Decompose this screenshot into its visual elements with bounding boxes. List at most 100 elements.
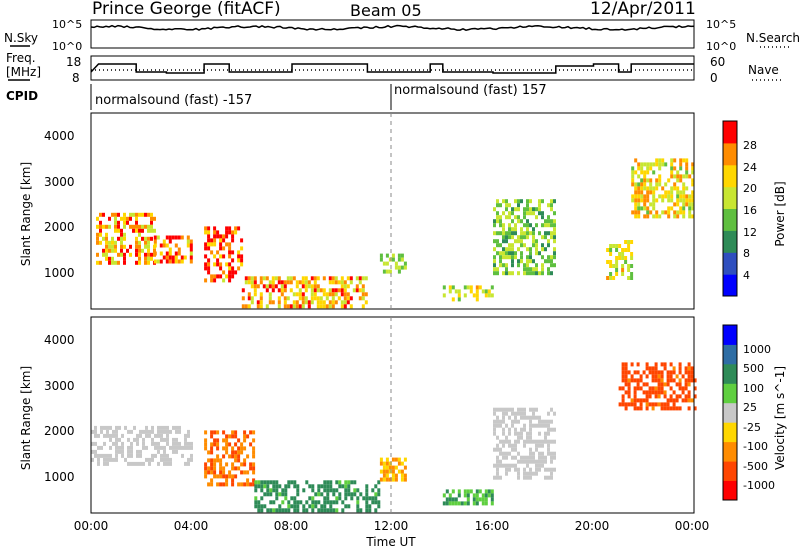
power-echo-cell xyxy=(280,284,284,289)
velocity-echo-cell xyxy=(645,398,649,403)
power-echo-cell xyxy=(550,263,553,268)
velocity-echo-cell xyxy=(166,437,169,442)
velocity-echo-cell xyxy=(154,441,157,446)
power-echo-cell xyxy=(469,285,473,290)
power-echo-cell xyxy=(505,239,508,244)
power-echo-cell xyxy=(138,260,141,265)
power-echo-cell xyxy=(523,271,526,276)
power-echo-cell xyxy=(96,252,99,257)
power-echo-cell xyxy=(322,288,326,293)
power-echo-cell xyxy=(162,255,166,260)
velocity-echo-cell xyxy=(496,435,499,440)
velocity-echo-cell xyxy=(338,492,342,497)
power-echo-cell xyxy=(541,271,544,276)
power-echo-cell xyxy=(114,224,117,229)
velocity-echo-cell xyxy=(207,470,211,475)
velocity-colorbar-swatch xyxy=(723,461,737,481)
power-echo-cell xyxy=(96,260,99,265)
power-echo-cell xyxy=(612,276,616,280)
power-echo-cell xyxy=(289,280,293,285)
power-echo-cell xyxy=(210,274,214,279)
power-echo-cell xyxy=(307,284,311,289)
power-echo-cell xyxy=(493,239,496,244)
velocity-echo-cell xyxy=(505,471,508,476)
power-echo-cell xyxy=(286,296,290,301)
power-echo-cell xyxy=(391,253,395,258)
power-echo-cell xyxy=(679,178,683,183)
velocity-echo-cell xyxy=(388,469,392,474)
velocity-echo-cell xyxy=(225,450,229,455)
power-echo-cell xyxy=(618,256,622,260)
power-echo-cell xyxy=(634,198,638,203)
velocity-echo-cell xyxy=(320,508,324,513)
velocity-echo-cell xyxy=(520,411,523,416)
velocity-echo-cell xyxy=(305,480,309,485)
power-echo-cell xyxy=(652,202,656,207)
velocity-echo-cell xyxy=(278,484,282,489)
power-echo-cell xyxy=(643,174,647,179)
velocity-echo-cell xyxy=(538,463,541,468)
power-echo-cell xyxy=(688,214,692,219)
velocity-echo-cell xyxy=(374,492,378,497)
velocity-echo-cell xyxy=(204,438,208,443)
power-echo-cell xyxy=(216,234,220,239)
power-echo-cell xyxy=(547,203,550,208)
velocity-echo-cell xyxy=(681,374,685,379)
power-echo-cell xyxy=(240,258,244,263)
velocity-echo-cell xyxy=(532,459,535,464)
velocity-echo-cell xyxy=(127,445,130,450)
power-echo-cell xyxy=(153,248,156,253)
velocity-echo-cell xyxy=(535,447,538,452)
velocity-echo-cell xyxy=(472,493,476,498)
velocity-echo-cell xyxy=(660,382,664,387)
power-echo-cell xyxy=(630,264,634,268)
power-echo-cell xyxy=(685,166,689,171)
power-echo-cell xyxy=(207,266,211,271)
power-echo-cell xyxy=(508,251,511,256)
power-echo-cell xyxy=(358,288,362,293)
freq-strip-frame xyxy=(90,55,695,81)
power-echo-cell xyxy=(637,194,641,199)
cpid-segment-2: normalsound (fast) 157 xyxy=(394,83,547,98)
velocity-echo-cell xyxy=(660,402,664,407)
power-echo-cell xyxy=(219,242,223,247)
power-echo-cell xyxy=(670,186,674,191)
power-echo-cell xyxy=(640,178,644,183)
power-echo-cell xyxy=(340,284,344,289)
power-echo-cell xyxy=(150,216,153,221)
power-echo-cell xyxy=(621,272,625,276)
power-echo-cell xyxy=(141,236,144,241)
power-echo-cell xyxy=(615,248,619,252)
power-echo-cell xyxy=(153,239,157,244)
power-echo-cell xyxy=(364,300,368,305)
velocity-echo-cell xyxy=(675,398,679,403)
velocity-cbar-tick-500: 500 xyxy=(743,362,764,375)
power-echo-cell xyxy=(388,257,392,262)
power-echo-cell xyxy=(216,250,220,255)
velocity-echo-cell xyxy=(326,488,330,493)
power-echo-cell xyxy=(664,162,668,167)
xtick-2000: 20:00 xyxy=(575,519,610,533)
velocity-echo-cell xyxy=(142,437,145,442)
velocity-echo-cell xyxy=(502,455,505,460)
power-echo-cell xyxy=(108,244,111,249)
power-echo-cell xyxy=(388,269,392,274)
power-echo-cell xyxy=(688,198,692,203)
power-echo-cell xyxy=(283,300,287,305)
power-echo-cell xyxy=(153,228,156,233)
power-echo-cell xyxy=(499,243,502,248)
power-echo-cell xyxy=(679,198,683,203)
velocity-echo-cell xyxy=(175,449,178,454)
velocity-echo-cell xyxy=(523,471,526,476)
power-echo-cell xyxy=(526,207,529,212)
velocity-echo-cell xyxy=(394,457,398,462)
power-echo-cell xyxy=(679,158,683,163)
velocity-cbar-tick-1000: 1000 xyxy=(743,343,771,356)
velocity-echo-cell xyxy=(190,441,193,446)
power-echo-cell xyxy=(111,248,114,253)
power-echo-cell xyxy=(627,276,631,280)
power-echo-cell xyxy=(123,220,126,225)
power-echo-cell xyxy=(123,224,126,229)
velocity-echo-cell xyxy=(296,492,300,497)
velocity-echo-cell xyxy=(544,439,547,444)
